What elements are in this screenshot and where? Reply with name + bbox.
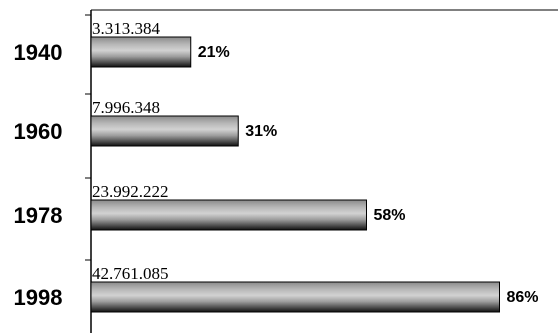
bar-1940 (90, 36, 192, 68)
percent-label-1998: 86% (507, 289, 539, 306)
percent-label-1940: 21% (198, 44, 230, 61)
value-label-1978: 23.992.222 (92, 182, 169, 201)
category-label-1960: 1960 (14, 119, 63, 144)
percent-label-1978: 58% (374, 207, 406, 224)
category-label-1998: 1998 (14, 285, 63, 310)
bar-1960 (90, 115, 239, 147)
percent-label-1960: 31% (245, 123, 277, 140)
value-label-1960: 7.996.348 (92, 98, 160, 117)
bars (90, 36, 500, 313)
value-label-1998: 42.761.085 (92, 264, 169, 283)
category-label-1940: 1940 (14, 40, 63, 65)
bar-1978 (90, 199, 367, 231)
value-label-1940: 3.313.384 (92, 19, 161, 38)
bar-1998 (90, 281, 500, 313)
labels: 1940 3.313.384 21% 1960 7.996.348 31% 1978 23.9… (14, 19, 539, 310)
category-label-1978: 1978 (14, 203, 63, 228)
